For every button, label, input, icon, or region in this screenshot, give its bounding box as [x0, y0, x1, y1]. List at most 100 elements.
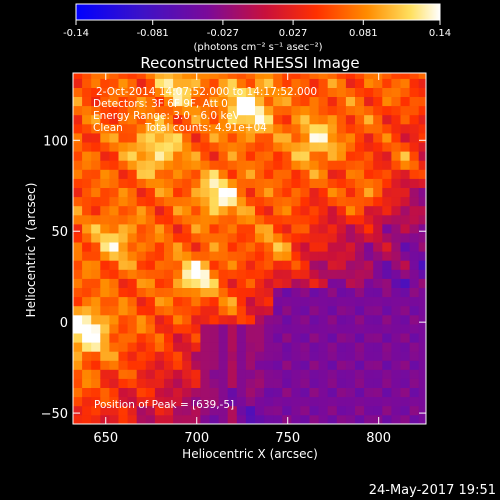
heatmap-cell [391, 387, 401, 398]
heatmap-cell [118, 242, 128, 252]
heatmap-cell [154, 387, 165, 398]
heatmap-cell [191, 87, 201, 97]
heatmap-cell [218, 405, 229, 416]
heatmap-cell [409, 333, 420, 343]
heatmap-cell [91, 269, 101, 279]
heatmap-cell [382, 396, 392, 407]
heatmap-cell [273, 133, 283, 143]
heatmap-cell [327, 178, 338, 188]
heatmap-cell [264, 233, 274, 243]
heatmap-cell [309, 269, 319, 279]
heatmap-cell [73, 360, 83, 370]
heatmap-cell [218, 351, 229, 361]
heatmap-cell [291, 233, 301, 243]
heatmap-cell [264, 342, 274, 352]
heatmap-cell [209, 333, 219, 343]
heatmap-cell [264, 242, 274, 252]
heatmap-cell [364, 160, 374, 170]
heatmap-cell [355, 73, 365, 79]
heatmap-cell [345, 278, 356, 288]
heatmap-cell [245, 105, 256, 116]
heatmap-cell [255, 105, 265, 116]
heatmap-cell [264, 378, 274, 388]
heatmap-cell [245, 151, 256, 161]
heatmap-cell [109, 142, 119, 152]
heatmap-cell [209, 378, 219, 388]
heatmap-cell [218, 123, 229, 134]
heatmap-cell [200, 233, 210, 243]
heatmap-cell [255, 333, 265, 343]
heatmap-cell [336, 160, 347, 170]
heatmap-cell [391, 360, 401, 370]
heatmap-cell [182, 378, 192, 388]
heatmap-cell [255, 142, 265, 152]
heatmap-cell [336, 187, 347, 198]
heatmap-cell [309, 251, 319, 261]
chart-title: Reconstructed RHESSI Image [140, 54, 359, 72]
heatmap-cell [209, 305, 219, 316]
heatmap-cell [236, 78, 247, 88]
heatmap-cell [118, 105, 128, 116]
heatmap-cell [136, 169, 147, 179]
heatmap-cell [364, 387, 374, 398]
heatmap-cell [73, 314, 83, 325]
heatmap-cell [418, 333, 426, 343]
heatmap-cell [400, 278, 410, 288]
heatmap-cell [300, 360, 310, 370]
heatmap-cell [191, 78, 201, 88]
heatmap-cell [345, 205, 356, 216]
heatmap-cell [245, 287, 256, 298]
heatmap-cell [282, 73, 292, 79]
heatmap-cell [145, 251, 156, 261]
heatmap-cell [300, 314, 310, 325]
heatmap-cell [82, 205, 92, 216]
heatmap-cell [200, 187, 210, 198]
heatmap-cell [164, 78, 174, 88]
heatmap-cell [273, 405, 283, 416]
heatmap-cell [282, 205, 292, 216]
heatmap-cell [91, 278, 101, 288]
heatmap-cell [173, 114, 183, 125]
heatmap-cell [191, 178, 201, 188]
heatmap-cell [318, 414, 329, 424]
heatmap-cell [127, 396, 138, 407]
x-tick-label: 750 [275, 431, 300, 446]
heatmap-cell [100, 214, 110, 225]
heatmap-cell [327, 78, 338, 88]
heatmap-cell [282, 187, 292, 198]
heatmap-cell [218, 387, 229, 398]
heatmap-cell [173, 333, 183, 343]
heatmap-cell [291, 324, 301, 334]
heatmap-cell [264, 278, 274, 288]
heatmap-cell [91, 105, 101, 116]
heatmap-cell [145, 296, 156, 307]
heatmap-cell [118, 324, 128, 334]
heatmap-cell [91, 387, 101, 398]
heatmap-cell [227, 223, 238, 234]
heatmap-cell [355, 351, 365, 361]
heatmap-cell [391, 305, 401, 316]
heatmap-cell [127, 405, 138, 416]
annotation-block: 2-Oct-2014 14:07:52.000 to 14:17:52.000 … [93, 86, 317, 411]
heatmap-cell [309, 369, 319, 379]
heatmap-cell [273, 278, 283, 288]
heatmap-cell [382, 296, 392, 307]
heatmap-cell [227, 96, 238, 107]
heatmap-cell [373, 196, 383, 207]
heatmap-cell [245, 378, 256, 388]
heatmap-cell [154, 260, 165, 270]
heatmap-cell [364, 187, 374, 198]
heatmap-cell [191, 351, 201, 361]
heatmap-cell [382, 196, 392, 207]
heatmap-cell [118, 133, 128, 143]
heatmap-cell [373, 251, 383, 261]
heatmap-cell [200, 133, 210, 143]
heatmap-cell [236, 324, 247, 334]
heatmap-cell [164, 260, 174, 270]
heatmap-cell [282, 414, 292, 424]
heatmap-cell [200, 78, 210, 88]
heatmap-cell [191, 123, 201, 134]
heatmap-cell [273, 342, 283, 352]
heatmap-cell [373, 142, 383, 152]
heatmap-cell [218, 160, 229, 170]
